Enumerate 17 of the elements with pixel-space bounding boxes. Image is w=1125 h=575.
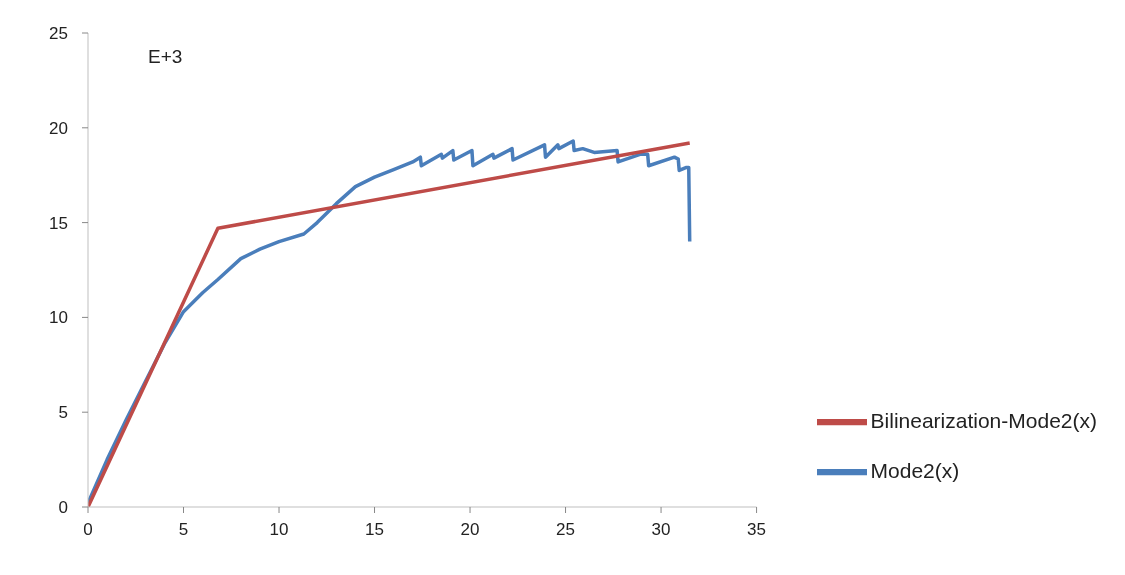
y-tick-label: 25 — [49, 24, 68, 44]
legend-label: Mode2(x) — [870, 458, 960, 482]
y-tick-label: 0 — [58, 498, 68, 518]
x-tick-label: 0 — [83, 520, 93, 540]
y-tick-label: 20 — [49, 118, 68, 138]
x-tick-label: 20 — [460, 520, 480, 540]
x-tick-label: 5 — [178, 520, 189, 540]
x-tick-label: 30 — [651, 520, 671, 540]
x-tick-label: 35 — [747, 520, 767, 540]
legend-label: Bilinearization-Mode2(x) — [870, 408, 1097, 432]
x-tick-label: 25 — [556, 520, 576, 540]
y-tick-label: 15 — [49, 213, 68, 233]
x-tick-label: 15 — [365, 520, 384, 540]
y-tick-label: 10 — [49, 308, 68, 328]
y-tick-label: 5 — [58, 403, 68, 423]
x-tick-label: 10 — [269, 520, 289, 540]
annotation: E+3 — [148, 46, 183, 68]
